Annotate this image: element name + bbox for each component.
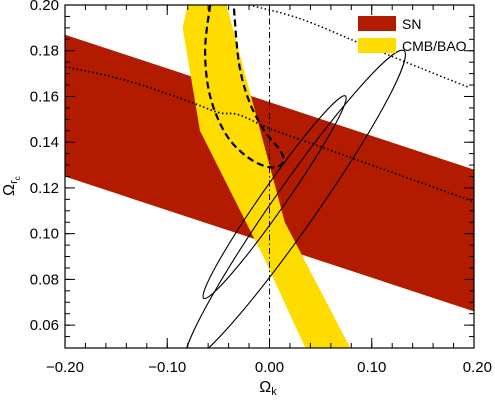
y-tick-label: 0.14 (30, 134, 59, 151)
y-tick-label: 0.18 (30, 43, 59, 60)
cmb-bao-band (182, 5, 351, 348)
y-tick-label: 0.16 (30, 88, 59, 105)
axis-titles: Ωk Ωrc (1, 176, 277, 398)
y-axis-title-text: Ωrc (1, 176, 22, 196)
x-tick-label: 0.20 (463, 359, 492, 376)
x-tick-label: 0.00 (255, 359, 284, 376)
axes: −0.20 −0.10 0.00 0.10 0.20 0.06 0.08 0.10 0.12 0.… (30, 0, 492, 376)
legend-swatch-1 (358, 16, 396, 31)
x-tick-label: 0.10 (357, 359, 386, 376)
y-tick-label: 0.10 (30, 226, 59, 243)
dashed-contour (203, 5, 285, 169)
dotted-contour-upper (248, 5, 470, 88)
y-axis-title: Ωrc (1, 176, 22, 196)
dotted-contour-lower (65, 65, 474, 203)
legend-label-1: SN (402, 16, 421, 32)
x-tick-label: −0.10 (148, 359, 186, 376)
legend-label-2: CMB/BAO (402, 38, 467, 54)
y-tick-label: 0.12 (30, 180, 59, 197)
x-tick-label: −0.20 (46, 359, 84, 376)
plot-area (65, 5, 474, 348)
x-axis-title: Ωk (259, 379, 277, 398)
y-tick-label: 0.06 (30, 317, 59, 334)
y-tick-label: 0.08 (30, 271, 59, 288)
legend-swatch-2 (358, 38, 396, 53)
combined-contour-1 (202, 95, 347, 300)
y-tick-label: 0.20 (30, 0, 59, 14)
combined-contour-2 (184, 49, 406, 348)
legend: SN CMB/BAO (358, 16, 467, 54)
